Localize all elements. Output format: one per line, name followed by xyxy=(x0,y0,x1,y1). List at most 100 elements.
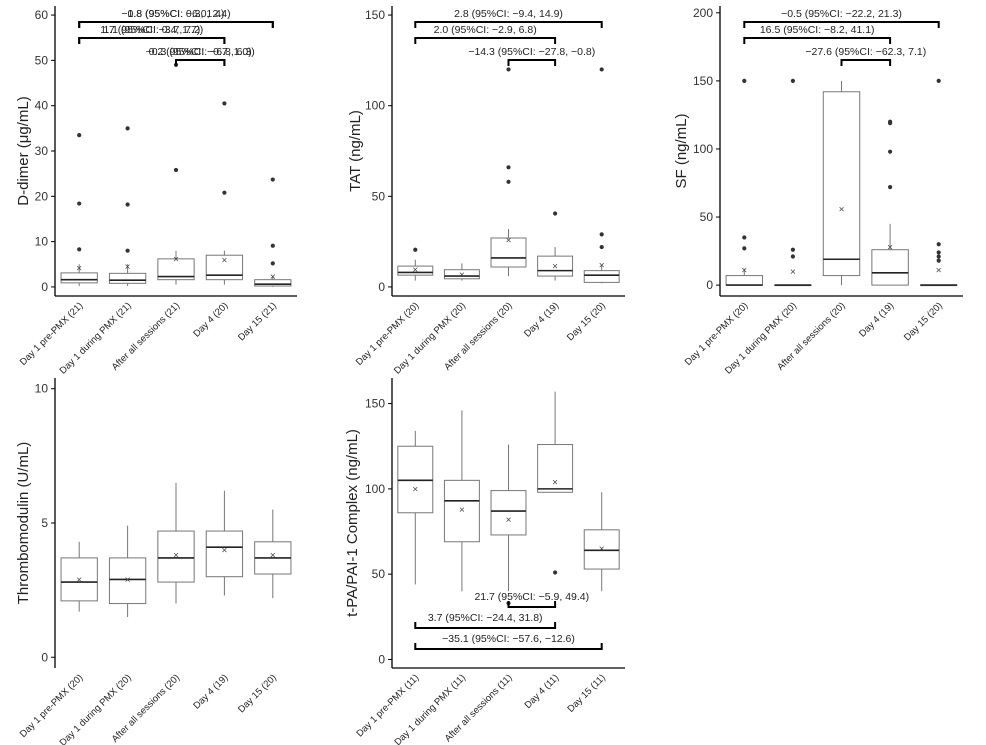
box-4: × xyxy=(205,490,244,596)
y-axis-title: TAT (ng/mL) xyxy=(347,110,364,192)
box-2: × xyxy=(774,78,812,287)
comparison-label: −27.6 (95%CI: −62.3, 7.1) xyxy=(805,46,926,58)
comparison-label: 1.1 (95%CI: 0.4, 1.7) xyxy=(103,24,200,36)
chart-panel-5: 0 50 100 150 t-PA/PAI-1 Complex (ng/mL) Day 1… xyxy=(344,378,625,745)
mean-marker: × xyxy=(506,235,512,246)
mean-marker: × xyxy=(839,204,845,215)
outlier-point xyxy=(888,149,893,154)
y-tick-label: 5 xyxy=(41,516,48,530)
mean-marker: × xyxy=(412,265,418,276)
mean-marker: × xyxy=(599,544,605,555)
outlier-point xyxy=(936,250,941,255)
iqr-box xyxy=(205,530,244,578)
iqr-box xyxy=(725,275,764,286)
outlier-point xyxy=(888,119,893,124)
y-tick-label: 0 xyxy=(378,280,385,294)
box-2: × xyxy=(108,126,147,287)
bracket-line xyxy=(414,622,557,629)
comparison-label: 0.8 (95%CI: 0.3, 1.4) xyxy=(128,8,225,20)
outlier-point xyxy=(599,232,604,237)
y-axis-title: SF (ng/mL) xyxy=(673,113,690,188)
mean-marker: × xyxy=(936,266,942,277)
x-tick-label: Day 15 (20) xyxy=(236,672,279,715)
comparison-label: 3.7 (95%CI: −24.4, 31.8) xyxy=(428,612,543,624)
y-tick-label: 150 xyxy=(693,74,713,88)
bracket-line xyxy=(414,21,603,28)
mean-marker: × xyxy=(412,484,418,495)
iqr-box xyxy=(60,557,98,602)
box-4: × xyxy=(205,101,244,285)
outlier-point xyxy=(506,165,511,170)
x-tick-label: Day 4 (11) xyxy=(523,672,562,711)
mean-marker: × xyxy=(76,263,82,274)
mean-marker: × xyxy=(599,261,605,272)
outlier-point xyxy=(936,254,941,259)
mean-marker: × xyxy=(173,551,179,562)
iqr-box xyxy=(60,272,98,284)
box-1: × xyxy=(397,247,434,281)
outlier-point xyxy=(222,190,227,195)
outlier-point xyxy=(77,133,82,138)
comparison-bracket: 21.7 (95%CI: −5.9, 49.4) xyxy=(474,591,589,608)
outlier-point xyxy=(77,201,82,206)
x-tick-label: Day 4 (19) xyxy=(522,300,561,339)
y-tick-label: 20 xyxy=(35,189,49,203)
mean-marker: × xyxy=(552,262,558,273)
comparison-label: 21.7 (95%CI: −5.9, 49.4) xyxy=(474,591,589,603)
x-tick-label: Day 15 (20) xyxy=(565,300,608,343)
y-tick-label: 60 xyxy=(35,8,49,22)
iqr-box xyxy=(443,269,480,280)
outlier-point xyxy=(742,235,747,240)
iqr-box xyxy=(537,444,574,493)
outlier-point xyxy=(125,202,130,207)
iqr-box xyxy=(157,530,195,583)
outlier-point xyxy=(936,78,941,83)
outlier-point xyxy=(77,247,82,252)
x-tick-label: Day 4 (19) xyxy=(857,300,896,339)
comparison-label: −0.5 (95%CI: −22.2, 21.3) xyxy=(781,8,902,20)
iqr-box xyxy=(871,249,909,286)
mean-marker: × xyxy=(125,575,131,586)
mean-marker: × xyxy=(270,551,276,562)
iqr-box xyxy=(490,237,527,268)
bracket-line xyxy=(507,601,557,608)
y-tick-label: 150 xyxy=(365,8,385,22)
y-axis-title: t-PA/PAI-1 Complex (ng/mL) xyxy=(344,429,361,617)
mean-marker: × xyxy=(270,272,276,283)
comparison-label: −1.8 (95%CI: −6.0, 2.4) xyxy=(121,8,230,20)
comparison-bracket: 0.2 (95%CI: −0.7, 1.0) xyxy=(149,46,252,66)
outlier-point xyxy=(742,78,747,83)
y-tick-label: 100 xyxy=(693,142,713,156)
comparison-label: −35.1 (95%CI: −57.6, −12.6) xyxy=(442,633,575,645)
box-5: × xyxy=(583,492,620,592)
mean-marker: × xyxy=(125,262,131,273)
box-5: × xyxy=(919,78,958,287)
bracket-line xyxy=(175,59,226,66)
iqr-box xyxy=(583,529,620,570)
iqr-box xyxy=(443,479,480,543)
outlier-point xyxy=(222,101,227,106)
bracket-line xyxy=(414,37,557,44)
iqr-box xyxy=(490,490,527,536)
box-4: × xyxy=(871,119,909,286)
y-tick-label: 50 xyxy=(35,53,49,67)
mean-marker: × xyxy=(790,267,796,278)
iqr-box xyxy=(108,272,147,284)
box-2: × xyxy=(108,525,147,617)
y-tick-label: 40 xyxy=(35,99,49,113)
comparison-bracket: 0.8 (95%CI: 0.3, 1.4) xyxy=(78,8,274,28)
comparison-label: 0.2 (95%CI: −0.7, 1.0) xyxy=(149,46,252,58)
comparison-bracket: −27.6 (95%CI: −62.3, 7.1) xyxy=(805,46,926,66)
y-tick-label: 150 xyxy=(365,397,385,411)
box-3: × xyxy=(822,80,861,286)
box-3: × xyxy=(490,444,527,606)
outlier-point xyxy=(599,67,604,72)
y-tick-label: 100 xyxy=(365,99,385,113)
y-tick-label: 50 xyxy=(372,189,386,203)
iqr-box xyxy=(822,91,861,277)
bracket-line xyxy=(507,59,557,66)
outlier-point xyxy=(936,258,941,263)
